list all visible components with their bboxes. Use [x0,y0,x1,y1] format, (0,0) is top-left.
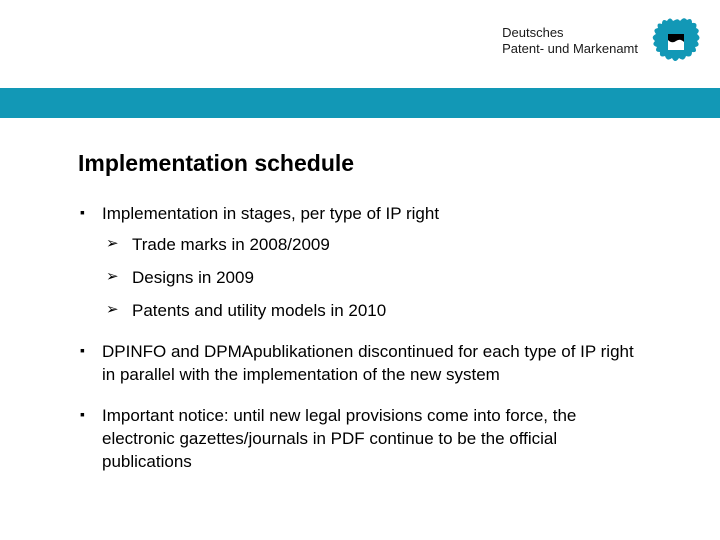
bullet-item: DPINFO and DPMApublikationen discontinue… [78,341,642,387]
bullet-item: Implementation in stages, per type of IP… [78,203,642,323]
org-name: Deutsches Patent- und Markenamt [502,25,638,58]
org-name-line2: Patent- und Markenamt [502,41,638,57]
dpma-splat-icon [648,14,702,68]
logo-area: Deutsches Patent- und Markenamt [502,14,702,68]
bullet-text: DPINFO and DPMApublikationen discontinue… [102,342,634,384]
bullet-list: Implementation in stages, per type of IP… [78,203,642,473]
slide-content: Implementation schedule Implementation i… [0,118,720,473]
bullet-text: Implementation in stages, per type of IP… [102,204,439,223]
sub-list: Trade marks in 2008/2009 Designs in 2009 P… [102,234,642,323]
sub-item: Patents and utility models in 2010 [102,300,642,323]
bullet-text: Important notice: until new legal provis… [102,406,576,471]
slide-title: Implementation schedule [78,150,642,177]
bullet-item: Important notice: until new legal provis… [78,405,642,474]
sub-item: Designs in 2009 [102,267,642,290]
org-name-line1: Deutsches [502,25,638,41]
sub-item: Trade marks in 2008/2009 [102,234,642,257]
header-accent-bar [0,88,720,118]
slide-header: Deutsches Patent- und Markenamt [0,0,720,88]
